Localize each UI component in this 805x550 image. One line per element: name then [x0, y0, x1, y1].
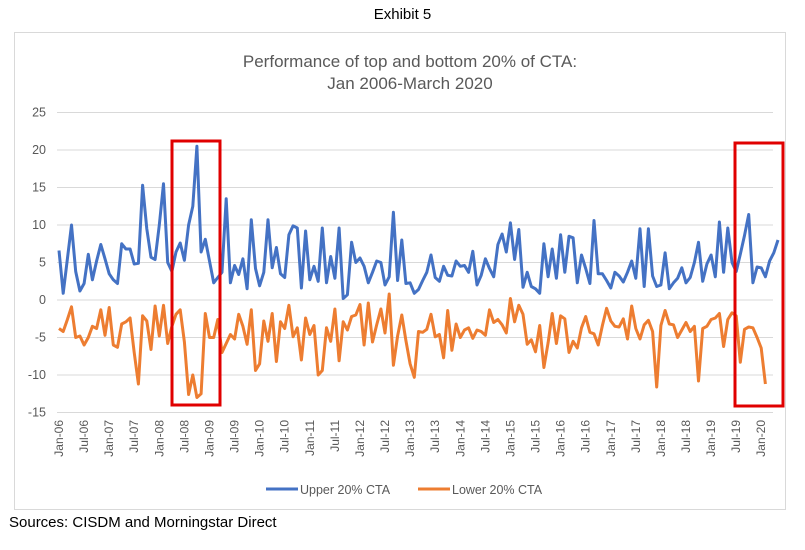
x-tick-label: Jul-06 [77, 420, 91, 453]
x-tick-label: Jul-13 [428, 420, 442, 453]
legend-label-lower: Lower 20% CTA [452, 483, 543, 497]
y-tick-label: 15 [32, 181, 46, 195]
x-tick-label: Jul-07 [127, 420, 141, 453]
highlight-box-2020 [733, 141, 785, 408]
x-tick-label: Jul-08 [177, 420, 191, 453]
chart-title: Performance of top and bottom 20% of CTA… [243, 52, 577, 71]
y-tick-label: -10 [28, 368, 46, 382]
series-line-lower [58, 292, 767, 399]
legend: Upper 20% CTA Lower 20% CTA [266, 483, 543, 497]
x-tick-label: Jul-16 [579, 420, 593, 453]
x-tick-label: Jan-07 [102, 420, 116, 457]
x-tick-label: Jan-09 [202, 420, 216, 457]
x-tick-label: Jul-19 [729, 420, 743, 453]
x-tick-label: Jul-09 [228, 420, 242, 453]
x-tick-label: Jan-19 [704, 420, 718, 457]
x-tick-label: Jan-10 [253, 420, 267, 457]
x-tick-label: Jan-14 [453, 420, 467, 457]
series-line-upper [57, 144, 780, 300]
x-tick-label: Jan-16 [554, 420, 568, 457]
x-tick-label: Jan-08 [152, 420, 166, 457]
x-tick-label: Jan-17 [604, 420, 618, 457]
x-tick-label: Jan-18 [654, 420, 668, 457]
x-tick-label: Jan-12 [353, 420, 367, 457]
x-tick-label: Jul-17 [629, 420, 643, 453]
x-tick-label: Jul-18 [679, 420, 693, 453]
highlight-box-2008 [170, 139, 222, 407]
y-tick-label: 5 [39, 256, 46, 270]
y-tick-label: -15 [28, 406, 46, 420]
x-tick-label: Jul-10 [278, 420, 292, 453]
x-tick-label: Jan-06 [52, 420, 66, 457]
chart-subtitle: Jan 2006-March 2020 [327, 74, 492, 93]
y-axis-ticks: 25 20 15 10 5 0 -5 -10 -15 [28, 106, 46, 420]
y-tick-label: 10 [32, 218, 46, 232]
x-tick-label: Jan-20 [754, 420, 768, 457]
y-tick-label: 25 [32, 106, 46, 120]
sources-note: Sources: CISDM and Morningstar Direct [9, 514, 277, 531]
x-tick-label: Jan-11 [303, 420, 317, 456]
y-tick-label: 20 [32, 143, 46, 157]
series-lines [57, 144, 780, 399]
x-tick-label: Jan-15 [503, 420, 517, 457]
x-tick-label: Jul-15 [529, 420, 543, 453]
y-tick-label: 0 [39, 293, 46, 307]
y-tick-label: -5 [35, 331, 46, 345]
legend-label-upper: Upper 20% CTA [300, 483, 391, 497]
x-axis-ticks: Jan-06 Jul-06 Jan-07 Jul-07 Jan-08 Jul-08 Jan-… [52, 420, 768, 457]
x-tick-label: Jul-14 [478, 420, 492, 453]
x-tick-label: Jul-12 [378, 420, 392, 453]
exhibit-label: Exhibit 5 [373, 6, 432, 23]
x-tick-label: Jan-13 [403, 420, 417, 457]
x-tick-label: Jul-11 [328, 420, 342, 452]
highlight-boxes [170, 139, 785, 408]
